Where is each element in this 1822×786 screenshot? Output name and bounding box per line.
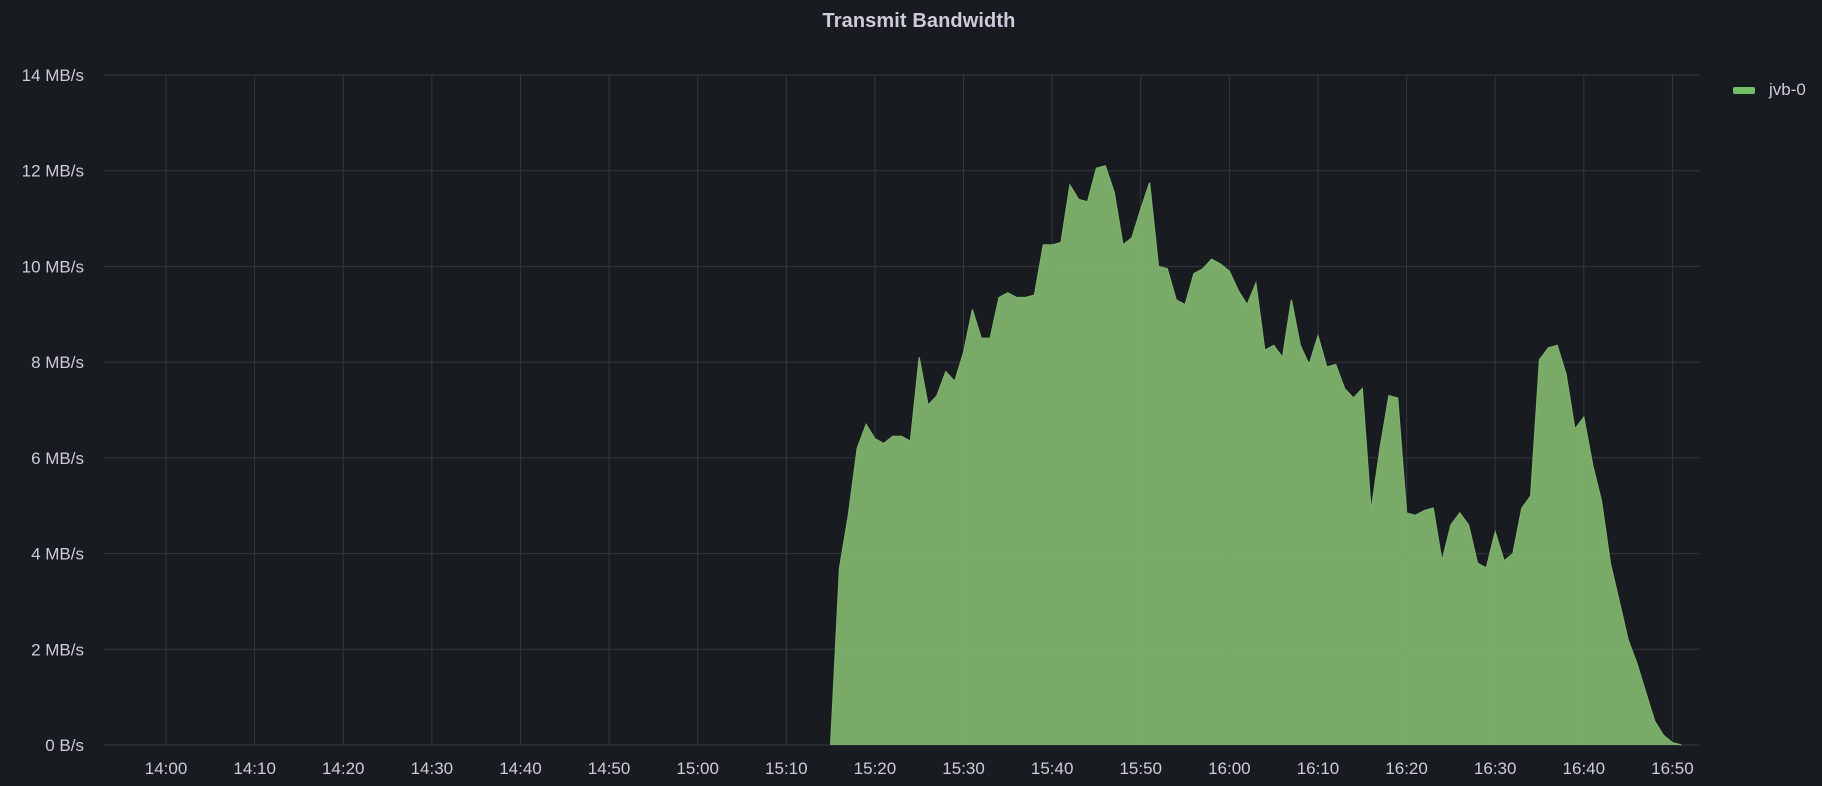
legend-swatch — [1733, 86, 1755, 94]
x-tick-label: 15:20 — [854, 759, 897, 778]
y-tick-label: 6 MB/s — [31, 449, 84, 468]
x-tick-label: 16:00 — [1208, 759, 1251, 778]
y-tick-label: 0 B/s — [45, 736, 84, 755]
series-line-jvb-0 — [830, 165, 1682, 746]
x-tick-label: 14:00 — [145, 759, 188, 778]
x-tick-label: 15:10 — [765, 759, 808, 778]
series-area-jvb-0[interactable] — [830, 165, 1682, 745]
y-tick-label: 10 MB/s — [22, 257, 84, 276]
axis-labels: 0 B/s 2 MB/s 4 MB/s 6 MB/s 8 MB/s 10 MB/s 12 M… — [22, 66, 1694, 778]
x-tick-label: 14:40 — [499, 759, 542, 778]
y-tick-label: 12 MB/s — [22, 162, 84, 181]
panel-title[interactable]: Transmit Bandwidth — [822, 10, 1016, 32]
x-tick-label: 16:20 — [1385, 759, 1428, 778]
legend-label: jvb-0 — [1769, 80, 1806, 99]
x-tick-label: 15:50 — [1119, 759, 1162, 778]
x-tick-label: 15:40 — [1031, 759, 1074, 778]
x-tick-label: 16:40 — [1563, 759, 1606, 778]
series-layer — [830, 165, 1682, 746]
y-tick-label: 14 MB/s — [22, 66, 84, 85]
x-tick-label: 15:30 — [942, 759, 985, 778]
x-tick-label: 14:50 — [588, 759, 631, 778]
x-tick-label: 14:30 — [411, 759, 454, 778]
x-tick-label: 16:50 — [1651, 759, 1694, 778]
x-tick-label: 15:00 — [676, 759, 719, 778]
x-tick-label: 16:10 — [1297, 759, 1340, 778]
legend-item-jvb-0[interactable]: jvb-0 — [1733, 80, 1806, 100]
x-tick-label: 16:30 — [1474, 759, 1517, 778]
y-tick-label: 2 MB/s — [31, 640, 84, 659]
y-tick-label: 8 MB/s — [31, 353, 84, 372]
x-tick-label: 14:20 — [322, 759, 365, 778]
y-tick-label: 4 MB/s — [31, 545, 84, 564]
x-tick-label: 14:10 — [233, 759, 276, 778]
